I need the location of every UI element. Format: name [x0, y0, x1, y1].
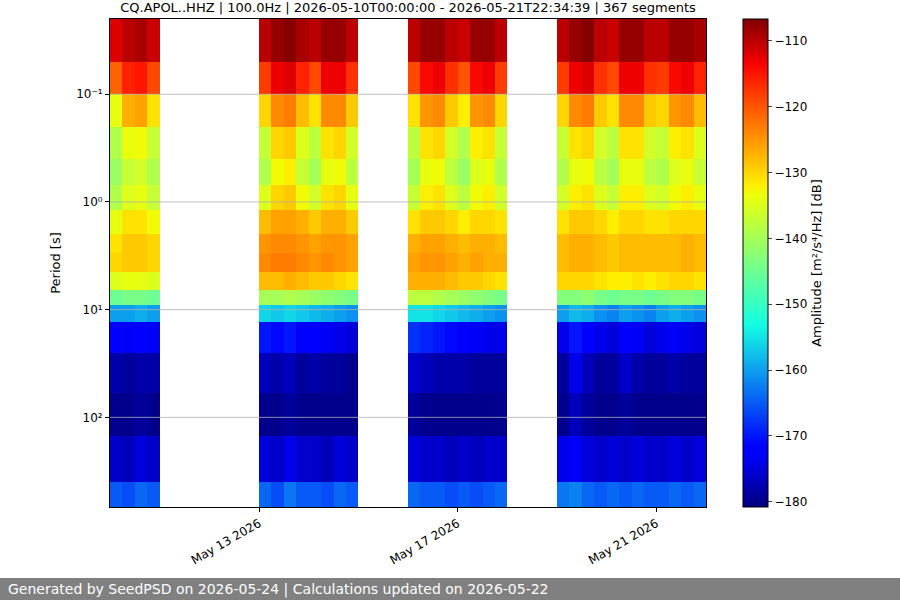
svg-text:10¹: 10¹ — [83, 303, 103, 317]
svg-text:−130: −130 — [774, 166, 807, 180]
svg-text:−180: −180 — [774, 495, 807, 509]
svg-text:−170: −170 — [774, 429, 807, 443]
svg-text:Period [s]: Period [s] — [48, 232, 63, 294]
svg-text:−120: −120 — [774, 100, 807, 114]
svg-text:10⁻¹: 10⁻¹ — [76, 87, 103, 101]
svg-text:−160: −160 — [774, 363, 807, 377]
svg-text:May 13 2026: May 13 2026 — [189, 516, 264, 567]
svg-text:−110: −110 — [774, 34, 807, 48]
svg-text:−140: −140 — [774, 232, 807, 246]
svg-text:CQ.APOL..HHZ | 100.0Hz | 2026-: CQ.APOL..HHZ | 100.0Hz | 2026-05-10T00:0… — [120, 0, 696, 15]
svg-text:Amplitude [m²/s⁴/Hz] [dB]: Amplitude [m²/s⁴/Hz] [dB] — [809, 179, 824, 347]
html-text:Generated by SeedPSD on 2026-0: Generated by SeedPSD on 2026-05-24 | Cal… — [8, 581, 549, 597]
svg-text:10⁰: 10⁰ — [83, 195, 103, 209]
svg-text:10²: 10² — [83, 411, 103, 425]
svg-text:−150: −150 — [774, 297, 807, 311]
svg-text:May 21 2026: May 21 2026 — [586, 516, 661, 567]
svg-text:May 17 2026: May 17 2026 — [387, 516, 462, 567]
